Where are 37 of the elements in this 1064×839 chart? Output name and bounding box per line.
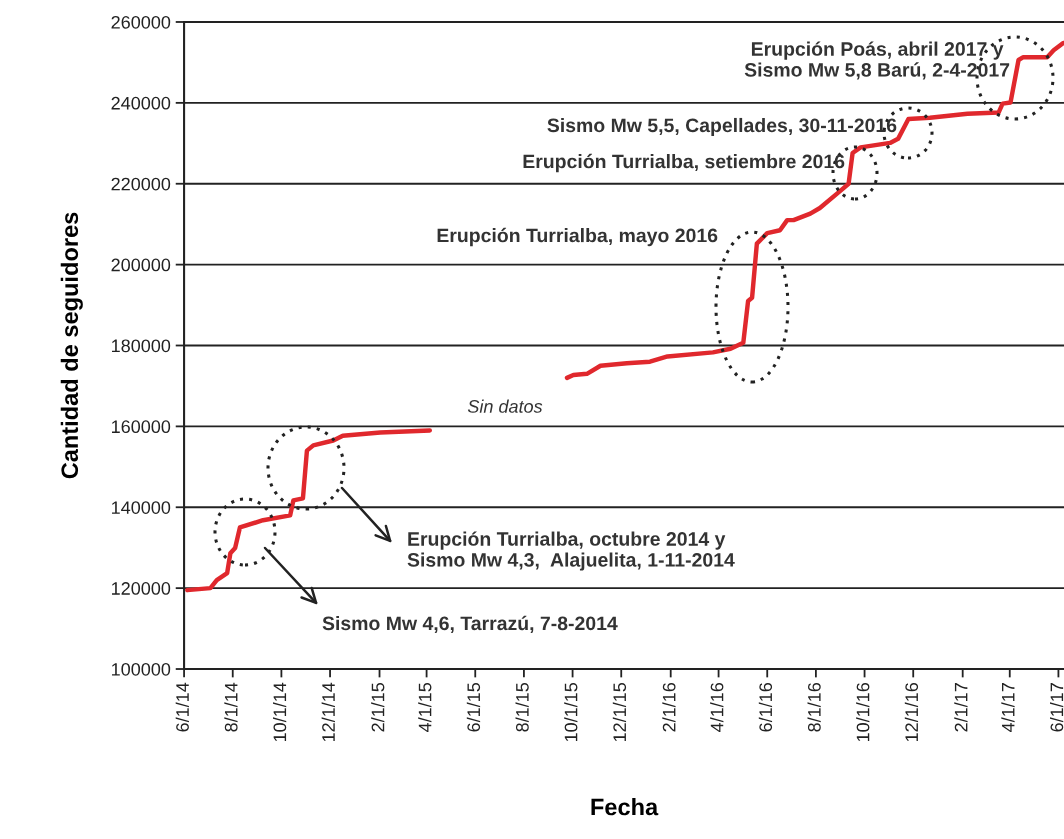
x-tick-label: 6/1/17 [1050, 683, 1064, 732]
x-tick-label: 12/1/14 [321, 682, 335, 742]
x-tick-label: 6/1/15 [466, 682, 481, 732]
x-tick-label: 8/1/15 [515, 682, 529, 732]
y-tick-label: 160000 [112, 420, 171, 434]
x-tick-label: 10/1/14 [272, 682, 287, 742]
annotation: Erupción Turrialba, setiembre 2016 [523, 153, 845, 173]
annotation: Sismo Mw 5,5, Capellades, 30-11-2016 [547, 117, 897, 137]
x-tick-label: 2/1/15 [371, 682, 385, 732]
y-tick-label: 100000 [112, 662, 171, 676]
annotation: Erupción Poás, abril 2017 y Sismo Mw 5,8 Barú, 2-4-2017 [744, 41, 1010, 80]
annotation: Sismo Mw 4,6, Tarrazú, 7-8-2014 [322, 615, 618, 634]
x-tick-label: 2/1/16 [662, 683, 676, 732]
x-tick-label: 6/1/14 [175, 682, 189, 732]
y-tick-label: 220000 [111, 177, 171, 191]
annotation: Erupción Turrialba, octubre 2014 y Sismo Mw 4,3, Alajuelita, 1-11-2014 [407, 531, 735, 571]
x-tick-label: 8/1/16 [807, 683, 821, 732]
y-tick-label: 140000 [112, 501, 171, 514]
x-tick-label: 4/1/16 [710, 683, 724, 732]
y-tick-label: 120000 [112, 582, 171, 595]
annotation: Sin datos [467, 399, 543, 413]
y-tick-label: 180000 [112, 339, 171, 353]
x-tick-label: 2/1/17 [954, 683, 968, 732]
x-axis-title: Fecha [591, 798, 659, 816]
x-tick-label: 10/1/15 [564, 682, 578, 742]
x-tick-label: 8/1/14 [224, 682, 238, 732]
x-tick-label: 12/1/16 [904, 683, 919, 742]
y-tick-label: 260000 [111, 15, 171, 29]
x-tick-label: 12/1/15 [612, 682, 627, 742]
x-tick-label: 6/1/16 [758, 683, 773, 732]
x-tick-label: 4/1/17 [1001, 683, 1015, 732]
y-tick-label: 240000 [111, 96, 171, 110]
annotation: Erupción Turrialba, mayo 2016 [437, 227, 718, 247]
y-tick-label: 200000 [111, 258, 171, 272]
y-axis-title: Cantidad de seguidores [60, 212, 83, 479]
x-tick-label: 10/1/16 [856, 683, 870, 742]
x-tick-label: 4/1/15 [418, 682, 432, 732]
